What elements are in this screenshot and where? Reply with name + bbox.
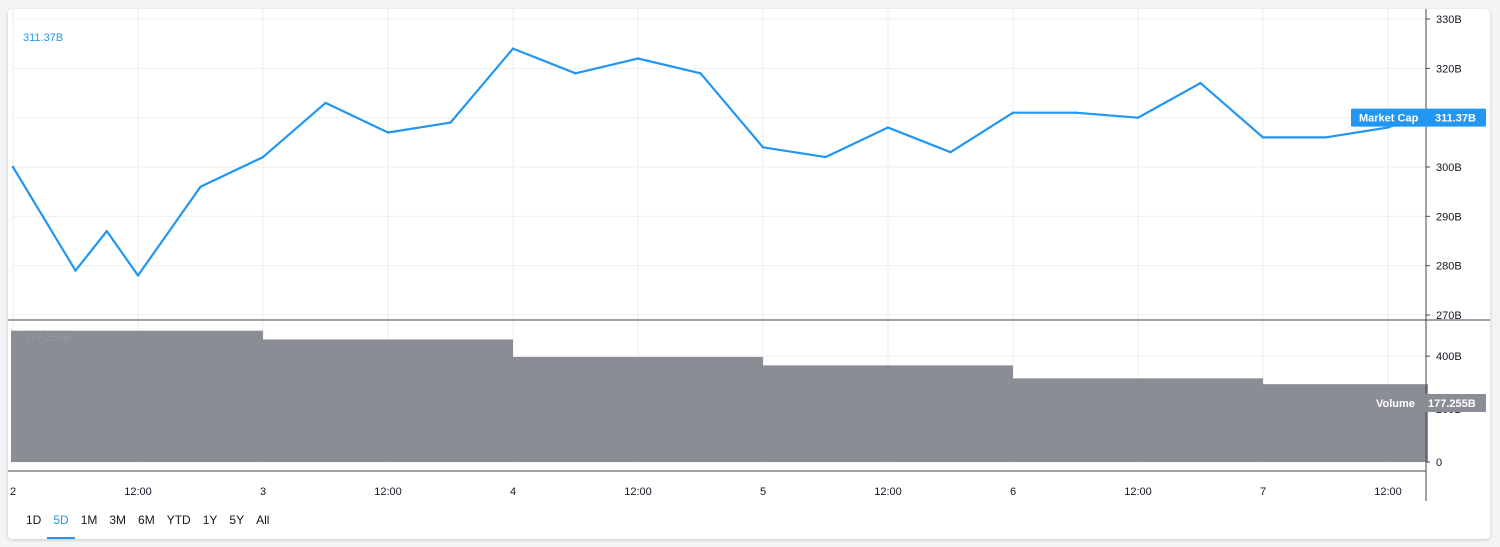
market-cap-point [636, 57, 640, 60]
market-cap-point [136, 274, 140, 277]
time-axis-label: 4 [510, 486, 516, 498]
time-axis-label: 7 [1260, 486, 1266, 498]
price-axis-label: 320B [1436, 63, 1462, 75]
market-cap-point [74, 269, 77, 272]
price-axis-label: 300B [1436, 162, 1462, 174]
market-cap-point [886, 126, 890, 129]
market-cap-point [1324, 136, 1327, 139]
price-axis-label: 330B [1436, 14, 1462, 26]
volume-header-label: 177.255B [24, 332, 71, 344]
volume-badge-value: 177.255B [1428, 398, 1476, 410]
time-axis-label: 3 [260, 486, 266, 498]
period-button-5d[interactable]: 5D [47, 509, 75, 539]
time-axis-label: 6 [1010, 486, 1016, 498]
volume-axis-label: 400B [1436, 351, 1462, 363]
market-cap-point [1261, 136, 1265, 139]
market-cap-point [386, 131, 390, 134]
market-cap-point [1136, 116, 1140, 119]
period-button-1d[interactable]: 1D [26, 513, 42, 527]
period-button-3m[interactable]: 3M [109, 513, 127, 527]
market-cap-point [105, 229, 108, 233]
price-axis-label: 280B [1436, 261, 1462, 273]
time-axis-label: 12:00 [1124, 486, 1152, 498]
time-axis-label: 12:00 [124, 486, 152, 498]
market-cap-point [324, 101, 327, 105]
period-button-6m[interactable]: 6M [138, 513, 155, 527]
time-axis-label: 5 [760, 486, 766, 498]
market-cap-point [949, 151, 952, 154]
time-axis-label: 12:00 [624, 486, 652, 498]
time-axis-label: 12:00 [374, 486, 402, 498]
period-button-all[interactable]: All [256, 513, 270, 527]
period-selector: 1D 5D 1M 3M 6M YTD 1Y 5Y All [20, 509, 275, 539]
market-cap-badge [1351, 108, 1486, 127]
volume-badge [1370, 394, 1486, 412]
volume-bar [261, 339, 513, 462]
time-axis-label: 12:00 [1374, 486, 1402, 498]
market-cap-point [199, 185, 202, 188]
chart-canvas[interactable]: 177.255B270B280B290B300B310B320B330B0200… [8, 9, 1490, 509]
time-axis-label: 2 [10, 486, 16, 498]
market-cap-point [11, 165, 15, 169]
market-cap-point [1386, 126, 1390, 129]
period-button-1y[interactable]: 1Y [202, 513, 218, 527]
market-cap-point [511, 47, 515, 50]
market-cap-point [449, 121, 452, 124]
market-cap-badge-name: Market Cap [1359, 113, 1419, 125]
market-cap-badge-value: 311.37B [1435, 113, 1476, 125]
period-button-1m[interactable]: 1M [80, 513, 98, 527]
period-button-5y[interactable]: 5Y [229, 513, 245, 527]
market-cap-point [699, 72, 702, 75]
volume-bar [11, 330, 263, 462]
market-cap-point [574, 72, 577, 75]
price-axis-label: 270B [1436, 310, 1462, 322]
period-button-ytd[interactable]: YTD [166, 513, 191, 527]
legend-value: 311.37B [23, 32, 63, 44]
market-cap-point [824, 155, 827, 159]
volume-bar [761, 365, 1013, 462]
market-cap-point [1199, 81, 1202, 85]
market-cap-point [761, 146, 765, 149]
volume-bar [1011, 378, 1263, 462]
volume-badge-name: Volume [1376, 398, 1415, 410]
market-cap-point [1074, 111, 1077, 114]
market-cap-point [261, 155, 265, 159]
time-axis-label: 12:00 [874, 486, 902, 498]
volume-bar [511, 356, 763, 462]
chart-card: 177.255B270B280B290B300B310B320B330B0200… [8, 9, 1490, 539]
market-cap-line [12, 47, 1415, 277]
volume-axis-label: 0 [1436, 457, 1442, 469]
price-axis-label: 290B [1436, 211, 1462, 223]
market-cap-point [1011, 111, 1015, 114]
